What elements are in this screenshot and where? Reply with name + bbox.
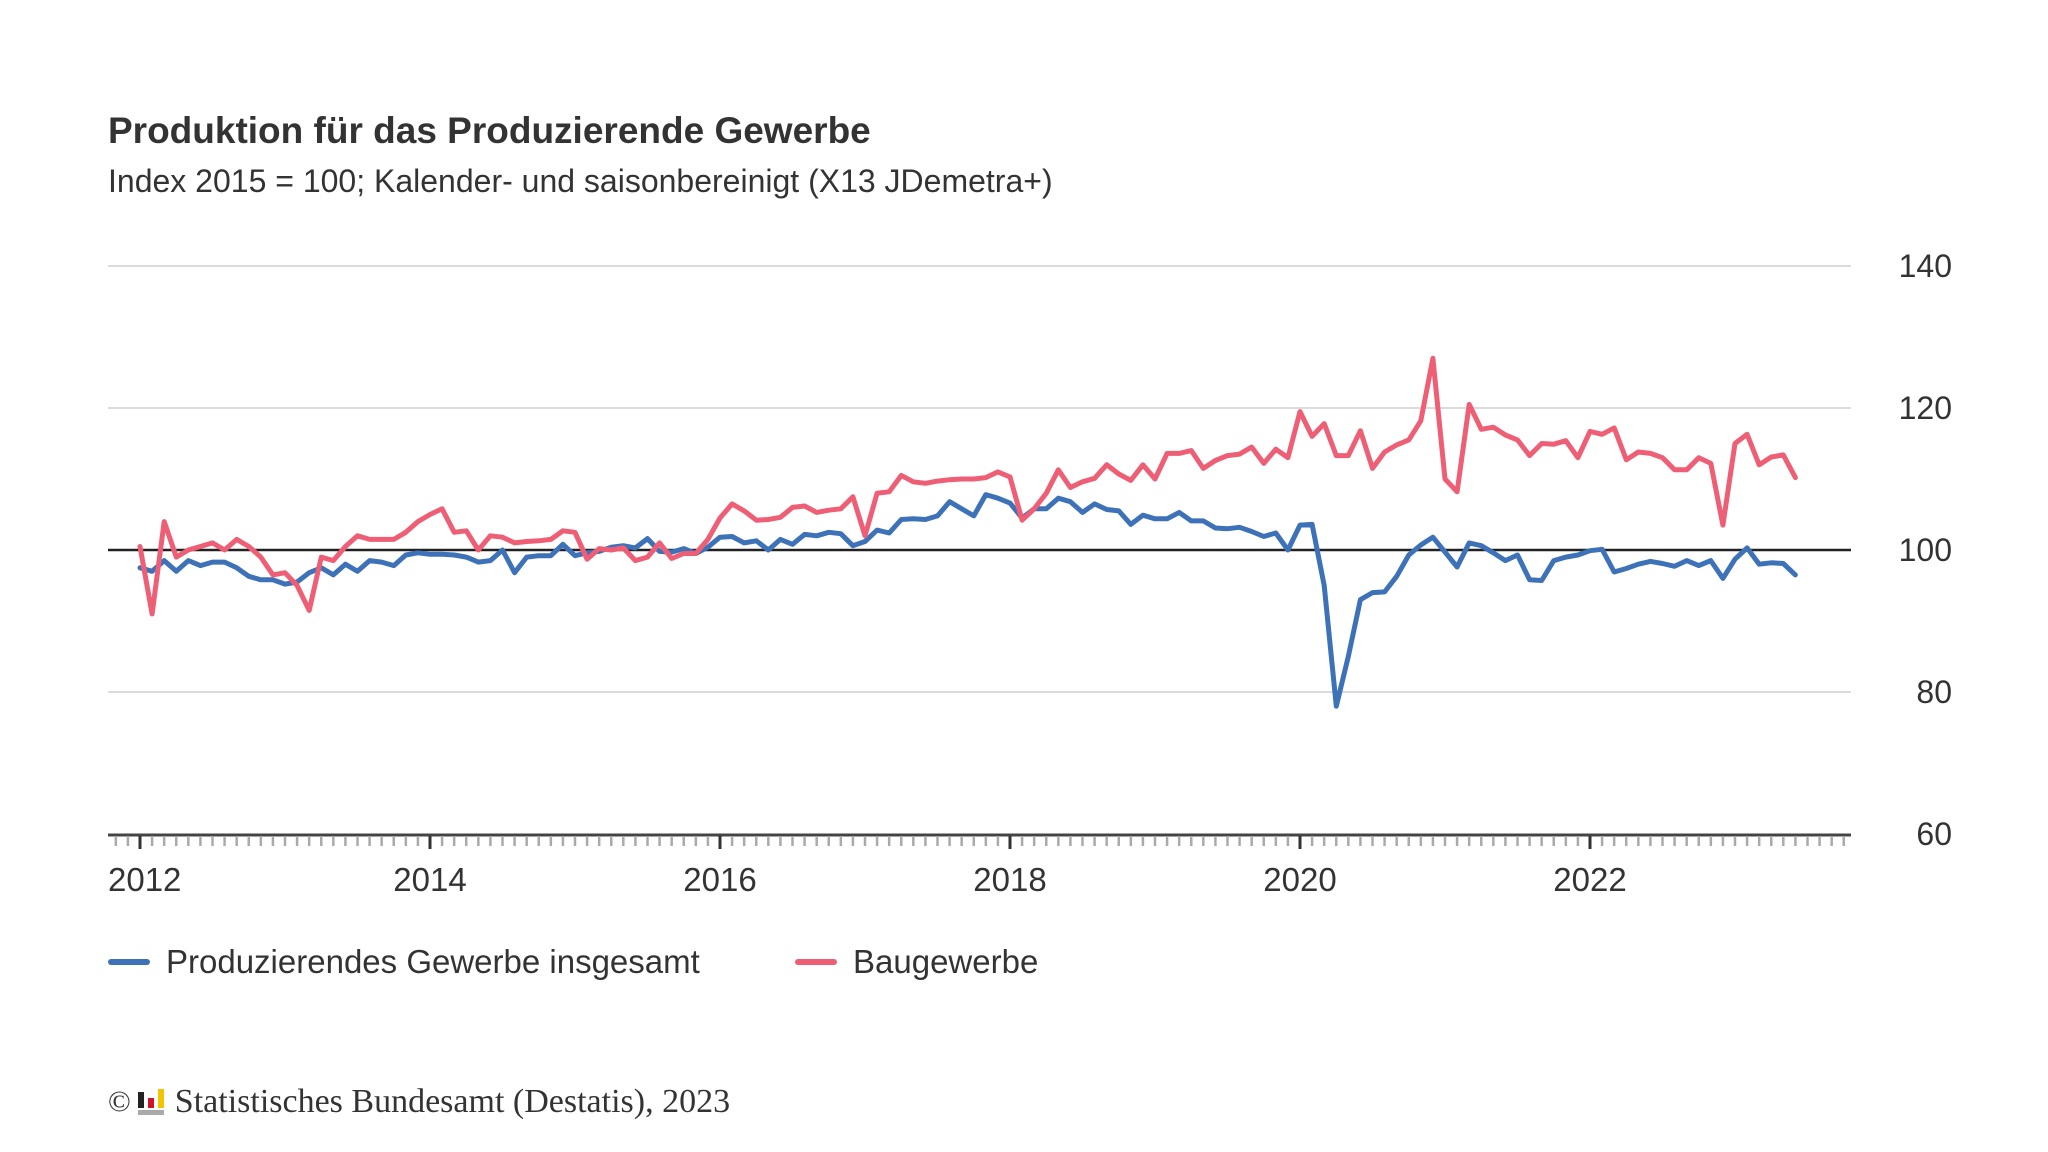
x-tick-label: 2012: [108, 861, 181, 898]
legend-label: Baugewerbe: [853, 943, 1039, 980]
y-tick-label: 80: [1916, 674, 1952, 710]
x-tick-label: 2016: [683, 861, 756, 898]
series-line-baugewerbe: [137, 355, 1798, 617]
y-tick-label: 100: [1899, 532, 1952, 568]
legend-item-baugewerbe[interactable]: Baugewerbe: [795, 943, 1038, 981]
x-tick-label: 2014: [393, 861, 466, 898]
series-line-insgesamt: [137, 492, 1798, 709]
legend-swatch-blue: [108, 959, 150, 965]
x-tick-label: 2022: [1553, 861, 1626, 898]
footer-source: © Statistisches Bundesamt (Destatis), 20…: [108, 1083, 730, 1121]
legend-label: Produzierendes Gewerbe insgesamt: [166, 943, 700, 980]
chart-title: Produktion für das Produzierende Gewerbe: [108, 110, 871, 151]
legend-swatch-red: [795, 959, 837, 965]
copyright-symbol: ©: [108, 1085, 131, 1118]
x-tick-label: 2018: [973, 861, 1046, 898]
source-text: Statistisches Bundesamt (Destatis), 2023: [174, 1083, 731, 1120]
y-tick-label: 120: [1899, 390, 1952, 426]
x-tick-label: 2020: [1263, 861, 1336, 898]
y-tick-label: 140: [1899, 248, 1952, 284]
y-tick-label: 60: [1916, 816, 1952, 852]
destatis-logo-icon: [137, 1089, 164, 1115]
chart-subtitle: Index 2015 = 100; Kalender- und saisonbe…: [108, 163, 1053, 199]
legend-item-insgesamt[interactable]: Produzierendes Gewerbe insgesamt: [108, 943, 700, 981]
